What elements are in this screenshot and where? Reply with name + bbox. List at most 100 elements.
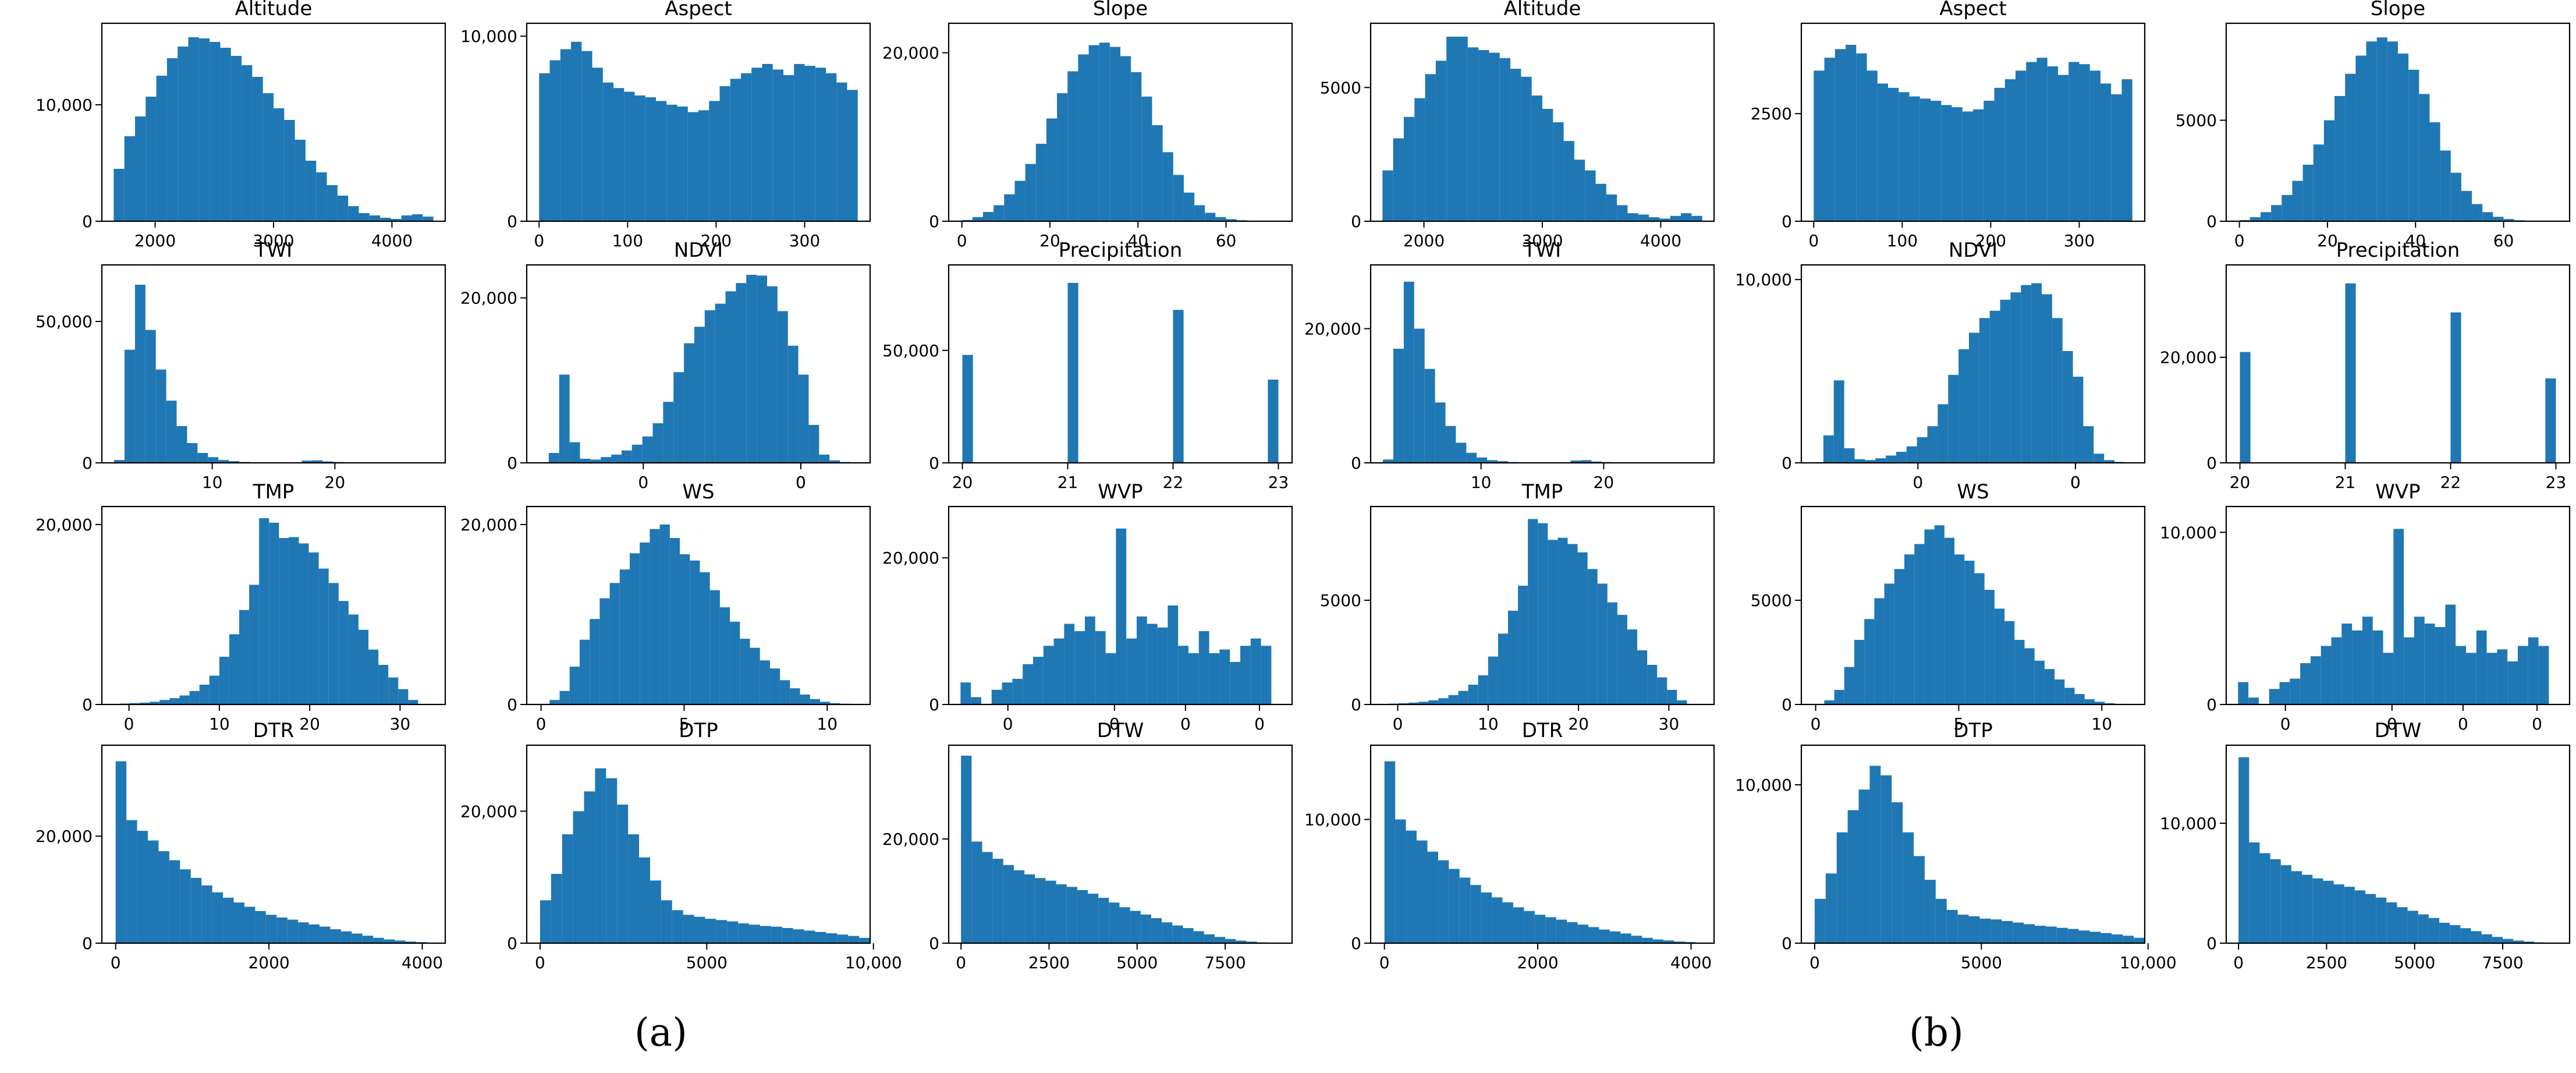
chart-b-dtw-ytick-label: 0	[2206, 934, 2217, 953]
chart-a-twi-bar	[124, 349, 135, 463]
chart-a-slope-bar	[1162, 152, 1173, 221]
chart-a-dtp-bar	[716, 920, 728, 943]
chart-b-dtp-frame	[1800, 744, 2146, 944]
chart-b-dtr-xtick-label: 0	[1379, 953, 1390, 972]
chart-b-wvp-bar	[2269, 689, 2280, 704]
chart-a-tmp-bar	[378, 665, 389, 704]
chart-a-aspect-xtick-label: 300	[789, 231, 820, 250]
chart-a-dtr-bar	[352, 933, 363, 943]
chart-a-tmp-xtick-label: 20	[299, 714, 320, 734]
chart-a-altitude-xtick-label: 3000	[253, 231, 294, 250]
chart-a-dtp-ytick-label: 0	[507, 934, 517, 953]
chart-a-dtw-xtick-label: 2500	[1028, 953, 1070, 972]
chart-b-slope-bar	[2419, 94, 2430, 221]
chart-a-altitude-bar	[178, 47, 189, 221]
chart-b-dtr-bar	[1417, 840, 1428, 944]
chart-a-wvp-bar	[1116, 528, 1127, 704]
chart-b-tmp-xtick-label: 30	[1659, 714, 1680, 734]
chart-b-dtw-bar	[2354, 890, 2366, 943]
chart-b-tmp-frame	[1369, 505, 1715, 706]
chart-a-slope-bar	[1035, 143, 1046, 221]
chart-b-tmp-xtick-label: 0	[1393, 714, 1403, 734]
chart-b-dtw-bar	[2524, 941, 2535, 943]
chart-b-aspect-bar	[1824, 58, 1835, 221]
chart-a-altitude-bar	[369, 215, 381, 221]
chart-b-ws-bar	[1964, 561, 1975, 704]
chart-b-slope: Slope 0 20 40 60 0 5000	[2176, 0, 2571, 250]
chart-b-dtr-frame	[1369, 744, 1715, 944]
chart-b-altitude-bar	[1446, 36, 1457, 221]
chart-b-tmp-bar	[1478, 675, 1488, 704]
chart-a-precipitation-frame	[948, 264, 1293, 464]
chart-b-twi-bar	[1393, 349, 1404, 463]
chart-a-ndvi-bar	[746, 275, 757, 463]
chart-a-dtp-bar	[749, 925, 760, 943]
chart-a-dtr-bar	[223, 897, 234, 943]
chart-b-precipitation-xtick-label: 20	[2230, 473, 2251, 492]
chart-a-tmp-bar	[259, 518, 269, 704]
chart-a-altitude-bar	[242, 65, 253, 221]
chart-a-dtr-bar	[330, 929, 341, 943]
chart-b-tmp-bar	[1677, 700, 1687, 704]
chart-b-slope-bar	[2450, 172, 2461, 221]
chart-b-ws-bar	[1894, 569, 1904, 704]
chart-b-wvp-bar	[2456, 646, 2466, 704]
chart-b-dtp-bar	[1935, 898, 1947, 943]
chart-a-wvp-bar	[1219, 649, 1230, 704]
chart-b-wvp-bar	[2279, 682, 2290, 704]
chart-b-dtw-bar	[2333, 884, 2344, 943]
chart-b-altitude-bar	[1467, 47, 1479, 221]
chart-b-slope-bar	[2313, 144, 2324, 221]
chart-a-aspect-bar	[645, 97, 657, 221]
chart-b-dtp-bar	[2134, 937, 2145, 943]
chart-a-tmp-bar	[209, 675, 219, 704]
chart-a-dtr-bar	[362, 936, 374, 943]
chart-a-dtw-bar	[1013, 870, 1025, 943]
chart-a-dtw-bar	[1225, 939, 1236, 943]
chart-a-tmp-bar	[229, 634, 239, 704]
chart-a-ndvi-bar	[694, 327, 705, 463]
chart-a-precipitation-xtick-label: 22	[1163, 473, 1184, 492]
chart-a-dtw-bar	[1109, 902, 1120, 943]
chart-a-slope-xtick-label: 40	[1127, 231, 1148, 250]
chart-b-dtw-frame	[2225, 744, 2571, 944]
chart-a-tmp-bar	[140, 702, 150, 704]
chart-a-slope-bar	[1088, 45, 1099, 222]
chart-b-wvp-bar	[2341, 624, 2353, 704]
chart-b-wvp-bar	[2424, 624, 2435, 704]
chart-b-tmp-bar	[1458, 690, 1468, 704]
chart-a-ws-bar	[650, 529, 660, 704]
chart-b-ws-bar	[1844, 667, 1854, 704]
chart-b-ws-bar	[2014, 640, 2025, 704]
chart-a-slope-bar	[994, 205, 1005, 221]
chart-b-wvp-bar	[2383, 653, 2394, 704]
chart-a-aspect-frame	[526, 22, 871, 222]
chart-a-dtr-xtick-label: 0	[111, 953, 121, 972]
chart-a-slope-bar	[972, 217, 983, 221]
chart-b-slope-bar	[2387, 41, 2398, 221]
chart-a-ws-bar	[790, 688, 800, 704]
chart-a-dtw-bar	[1119, 907, 1130, 943]
chart-a-dtr-bar	[158, 851, 169, 943]
chart-b-altitude-bar	[1595, 183, 1606, 221]
chart-b-aspect-xtick-label: 300	[2064, 231, 2095, 250]
chart-b-wvp-bar	[2352, 630, 2362, 704]
chart-a-wvp-bar	[1043, 646, 1054, 704]
chart-b-wvp-bar	[2290, 678, 2301, 704]
chart-b-ws-bar	[2064, 688, 2075, 704]
chart-b-dtr-bar	[1470, 885, 1481, 944]
chart-a-wvp-bar	[1230, 661, 1240, 704]
chart-a-precipitation-bar	[1173, 310, 1184, 463]
chart-b-ndvi-frame	[1800, 264, 2146, 464]
chart-b-dtp-bar	[2034, 926, 2046, 943]
chart-b-slope-bar	[2302, 164, 2314, 221]
chart-b-dtw-bar	[2513, 940, 2524, 943]
chart-b-precipitation-title: Precipitation	[2336, 239, 2460, 262]
chart-b-dtr-bar	[1449, 869, 1460, 943]
chart-b-twi-bar	[1403, 281, 1414, 463]
chart-b-wvp-bar	[2486, 653, 2497, 704]
chart-a-dtr-ytick-label: 20,000	[36, 827, 93, 846]
chart-a-dtr-bar	[148, 840, 159, 943]
chart-b-dtp-bar	[1869, 766, 1881, 943]
